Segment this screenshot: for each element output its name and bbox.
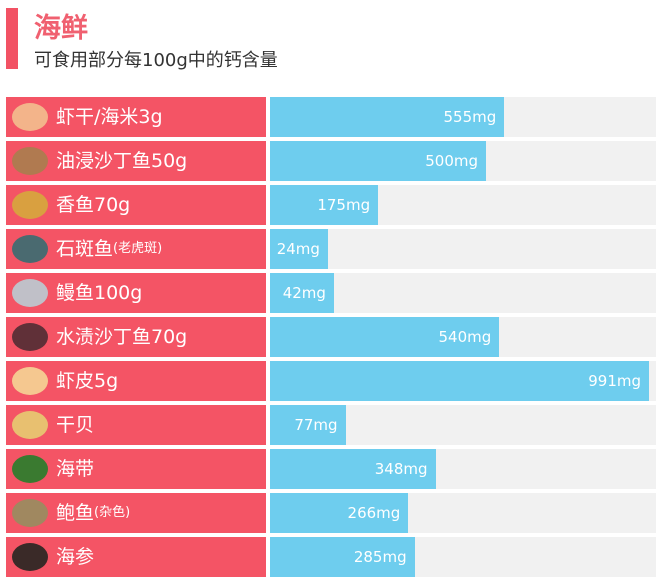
category-name: 虾干/海米3g [56, 106, 163, 128]
bar-track: 77mg [270, 405, 656, 445]
bar: 500mg [270, 141, 486, 181]
value-label: 77mg [294, 416, 338, 434]
sweetfish-icon [12, 191, 48, 219]
category-name: 香鱼70g [56, 194, 131, 216]
page-title: 海鲜 [34, 13, 88, 44]
category-name: 鲍鱼 [56, 502, 95, 524]
category-name: 海带 [56, 458, 95, 480]
bar-track: 42mg [270, 273, 656, 313]
bar: 42mg [270, 273, 334, 313]
category-label: 鲍鱼 (杂色) [6, 493, 266, 533]
category-name: 鳗鱼100g [56, 282, 143, 304]
chart-row: 水渍沙丁鱼70g 540mg [6, 317, 656, 357]
chart-row: 鳗鱼100g 42mg [6, 273, 656, 313]
value-label: 348mg [374, 460, 428, 478]
chart-row: 香鱼70g 175mg [6, 185, 656, 225]
sea-cucumber-icon [12, 543, 48, 571]
category-name: 干贝 [56, 414, 95, 436]
category-label: 海带 [6, 449, 266, 489]
value-label: 266mg [347, 504, 401, 522]
bar-track: 991mg [270, 361, 656, 401]
kelp-icon [12, 455, 48, 483]
bar-track: 348mg [270, 449, 656, 489]
chart-row: 海参 285mg [6, 537, 656, 577]
page-subtitle: 可食用部分每100g中的钙含量 [34, 50, 278, 71]
bar-track: 500mg [270, 141, 656, 181]
bar: 285mg [270, 537, 415, 577]
value-label: 540mg [438, 328, 492, 346]
category-name: 油浸沙丁鱼50g [56, 150, 188, 172]
category-label: 虾干/海米3g [6, 97, 266, 137]
bar: 991mg [270, 361, 649, 401]
scallop-icon [12, 411, 48, 439]
category-name: 海参 [56, 546, 95, 568]
value-label: 24mg [276, 240, 320, 258]
chart-row: 虾干/海米3g 555mg [6, 97, 656, 137]
dried-shrimp-icon [12, 103, 48, 131]
value-label: 42mg [282, 284, 326, 302]
category-name: 水渍沙丁鱼70g [56, 326, 188, 348]
bar: 540mg [270, 317, 500, 357]
category-label: 鳗鱼100g [6, 273, 266, 313]
chart-row: 石斑鱼 (老虎斑) 24mg [6, 229, 656, 269]
bar-track: 266mg [270, 493, 656, 533]
category-label: 虾皮5g [6, 361, 266, 401]
value-label: 175mg [317, 196, 371, 214]
grouper-icon [12, 235, 48, 263]
canned-sardine-icon [12, 147, 48, 175]
chart-row: 干贝 77mg [6, 405, 656, 445]
bar: 175mg [270, 185, 379, 225]
bar: 266mg [270, 493, 409, 533]
category-label: 石斑鱼 (老虎斑) [6, 229, 266, 269]
bar-track: 24mg [270, 229, 656, 269]
value-label: 285mg [353, 548, 407, 566]
category-label: 干贝 [6, 405, 266, 445]
value-label: 991mg [588, 372, 641, 390]
bar: 348mg [270, 449, 436, 489]
bar: 77mg [270, 405, 346, 445]
bar-track: 555mg [270, 97, 656, 137]
value-label: 500mg [425, 152, 478, 170]
chart-row: 油浸沙丁鱼50g 500mg [6, 141, 656, 181]
category-label: 水渍沙丁鱼70g [6, 317, 266, 357]
bar: 24mg [270, 229, 328, 269]
eel-icon [12, 279, 48, 307]
category-label: 海参 [6, 537, 266, 577]
accent-bar [6, 8, 18, 69]
category-name: 虾皮5g [56, 370, 119, 392]
category-label: 油浸沙丁鱼50g [6, 141, 266, 181]
category-suffix: (老虎斑) [113, 241, 163, 256]
chart-row: 虾皮5g 991mg [6, 361, 656, 401]
chart-row: 海带 348mg [6, 449, 656, 489]
sardine-icon [12, 323, 48, 351]
category-label: 香鱼70g [6, 185, 266, 225]
category-name: 石斑鱼 [56, 238, 114, 260]
bar-track: 175mg [270, 185, 656, 225]
category-suffix: (杂色) [94, 505, 131, 520]
bar-track: 540mg [270, 317, 656, 357]
shrimp-skin-icon [12, 367, 48, 395]
value-label: 555mg [443, 108, 497, 126]
chart-row: 鲍鱼 (杂色) 266mg [6, 493, 656, 533]
bar-track: 285mg [270, 537, 656, 577]
bar: 555mg [270, 97, 505, 137]
abalone-icon [12, 499, 48, 527]
